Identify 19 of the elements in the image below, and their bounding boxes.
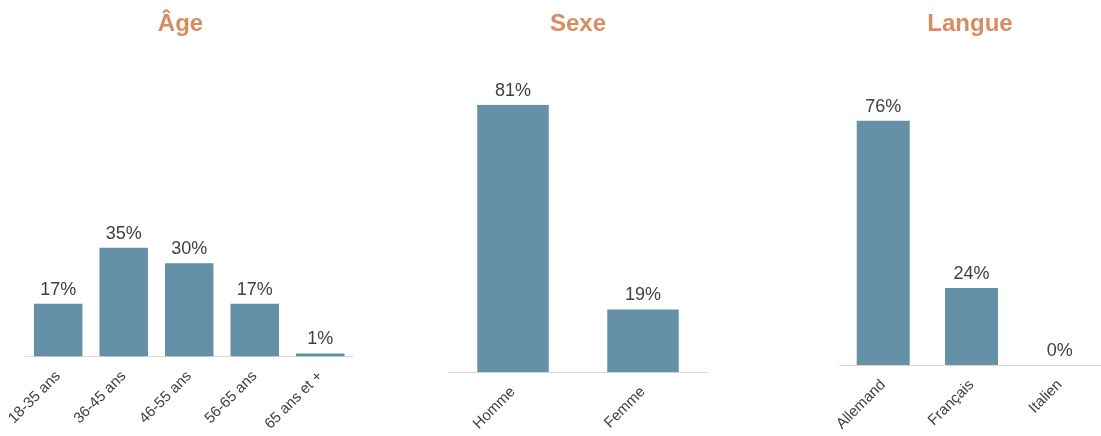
data-label: 17%: [236, 278, 273, 299]
data-label: 0%: [1046, 340, 1073, 361]
bar: [99, 247, 148, 357]
bar: [164, 263, 214, 357]
bar: [230, 303, 279, 357]
data-label: 30%: [171, 238, 208, 259]
data-label: 1%: [307, 328, 334, 349]
chart-title: Langue: [927, 9, 1013, 37]
data-label: 24%: [953, 262, 990, 283]
bar: [296, 353, 345, 357]
chart-title: Âge: [157, 9, 204, 37]
data-label: 17%: [40, 278, 77, 299]
chart-title: Sexe: [549, 9, 607, 37]
x-tick-label: 65 ans et +: [260, 366, 326, 432]
data-label: 81%: [494, 79, 532, 100]
data-label: 76%: [865, 95, 902, 116]
bar: [33, 303, 83, 357]
data-label: 19%: [624, 284, 662, 305]
data-label: 35%: [105, 222, 142, 243]
